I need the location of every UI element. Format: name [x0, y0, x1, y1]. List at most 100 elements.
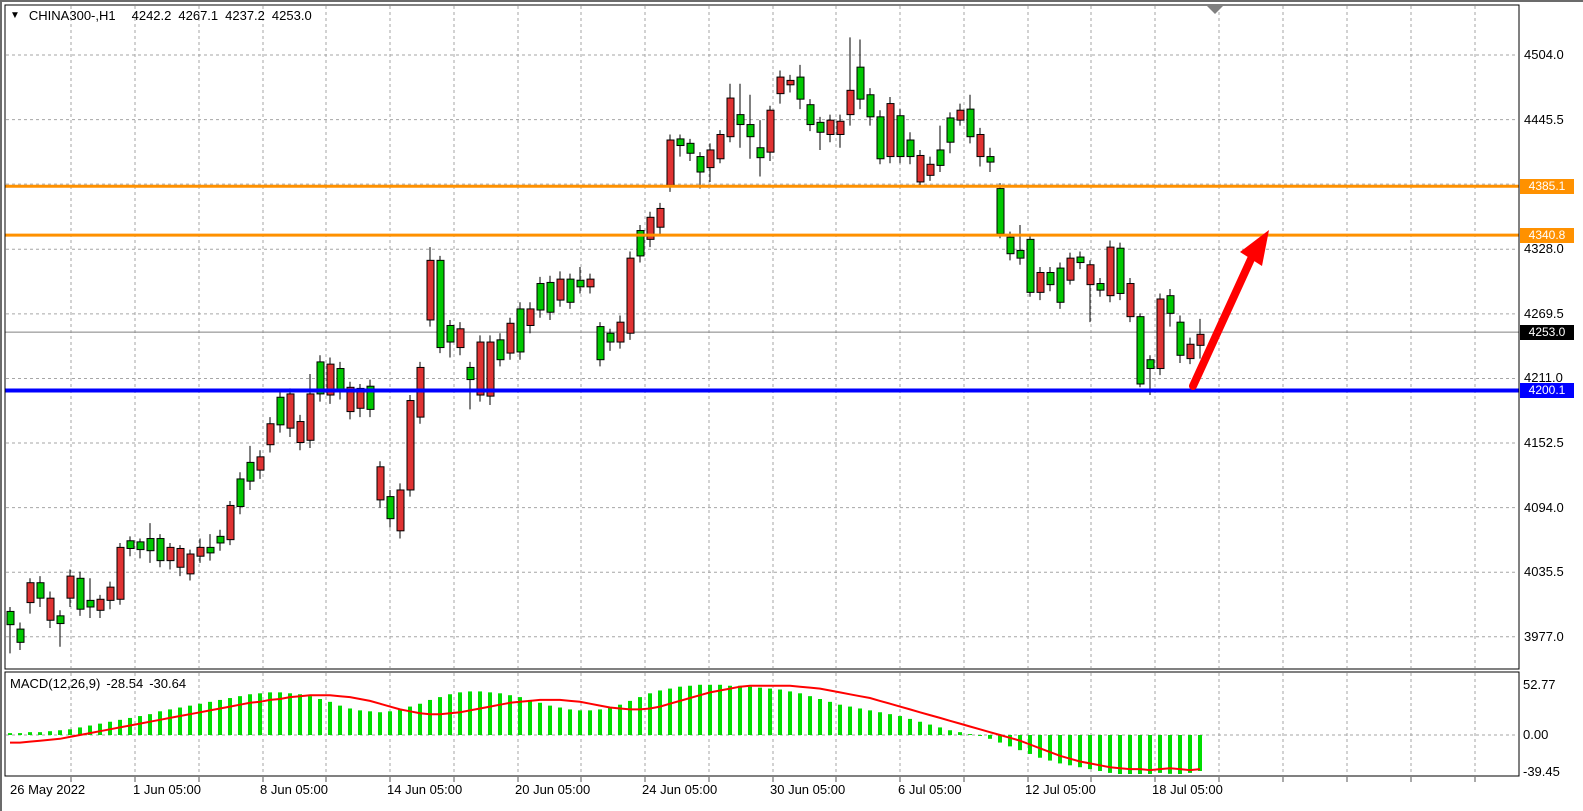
- macd-tick-label: -39.45: [1523, 764, 1560, 780]
- trend-arrow-head[interactable]: [1240, 230, 1269, 266]
- candle-body: [656, 207, 665, 228]
- candle-body: [1196, 333, 1205, 346]
- candle-body: [896, 115, 905, 158]
- candle-body: [1156, 298, 1165, 370]
- candle-body: [696, 156, 705, 173]
- candle-body: [1036, 271, 1045, 293]
- candle-body: [236, 478, 245, 508]
- candle-body: [1016, 249, 1025, 259]
- candle-body: [746, 124, 755, 138]
- candle-body: [946, 117, 955, 143]
- ohlc-high: 4267.1: [178, 8, 219, 23]
- candle-body: [576, 279, 585, 288]
- candle-body: [1086, 264, 1095, 286]
- time-tick-label: 30 Jun 05:00: [770, 782, 846, 797]
- candle-body: [596, 326, 605, 361]
- candle-body: [626, 257, 635, 334]
- price-tick-label: 4211.0: [1524, 370, 1563, 386]
- candle-body: [586, 278, 595, 288]
- candle-body: [196, 546, 205, 557]
- candle-body: [716, 133, 725, 160]
- candle-body: [776, 76, 785, 95]
- candle-body: [976, 133, 985, 158]
- macd-value: -28.54: [106, 676, 144, 691]
- candle-body: [886, 103, 895, 158]
- ohlc-open: 4242.2: [131, 8, 172, 23]
- time-tick-label: 26 May 2022: [10, 782, 86, 797]
- time-tick-label: 18 Jul 05:00: [1152, 782, 1223, 797]
- candle-body: [906, 139, 915, 158]
- main-chart-panel-border: [4, 4, 1520, 670]
- price-tick-label: 3977.0: [1524, 628, 1564, 644]
- resistance-lower-badge: 4340.8: [1520, 227, 1574, 243]
- ohlc-close: 4253.0: [271, 8, 312, 23]
- candle-body: [126, 540, 135, 549]
- candle-body: [726, 97, 735, 138]
- candle-body: [786, 79, 795, 86]
- candle-body: [856, 66, 865, 100]
- candle-body: [1136, 316, 1145, 385]
- symbol-dropdown-icon[interactable]: ▼: [10, 10, 20, 21]
- candle-body: [116, 546, 125, 600]
- candle-body: [566, 278, 575, 303]
- chart-shift-marker[interactable]: [1207, 6, 1223, 14]
- candle-body: [476, 341, 485, 396]
- candle-body: [736, 114, 745, 126]
- ohlc-low: 4237.2: [225, 8, 265, 23]
- trend-arrow-shaft[interactable]: [1189, 255, 1255, 390]
- candle-body: [1056, 267, 1065, 303]
- candle-body: [226, 504, 235, 541]
- candle-body: [846, 89, 855, 116]
- price-tick-label: 4152.5: [1524, 435, 1564, 451]
- candle-body: [1116, 247, 1125, 294]
- candle-body: [606, 332, 615, 343]
- current-price-badge: 4253.0: [1520, 324, 1574, 340]
- macd-signal-value: -30.64: [149, 676, 187, 691]
- price-tick-label: 4035.5: [1524, 564, 1564, 580]
- candle-body: [546, 281, 555, 313]
- candle-body: [496, 339, 505, 361]
- candle-body: [796, 76, 805, 100]
- price-tick-label: 4328.0: [1524, 241, 1564, 257]
- candle-body: [406, 400, 415, 491]
- candle-body: [1146, 359, 1155, 370]
- candle-body: [266, 423, 275, 446]
- candle-body: [666, 139, 675, 186]
- candle-body: [146, 538, 155, 552]
- support-badge: 4200.1: [1520, 383, 1574, 398]
- time-tick-label: 12 Jul 05:00: [1025, 782, 1096, 797]
- candle-body: [186, 553, 195, 575]
- candle-body: [216, 535, 225, 544]
- macd-signal-line: [10, 684, 1201, 772]
- candle-body: [536, 283, 545, 311]
- candle-body: [446, 324, 455, 343]
- candle-body: [206, 546, 215, 554]
- candle-body: [636, 230, 645, 257]
- candle-body: [366, 385, 375, 410]
- candle-body: [106, 586, 115, 601]
- candle-body: [966, 108, 975, 138]
- price-tick-label: 4445.5: [1524, 111, 1564, 127]
- candle-body: [806, 104, 815, 126]
- candle-body: [676, 138, 685, 147]
- macd-tick-label: 0.00: [1523, 727, 1549, 742]
- candle-body: [826, 119, 835, 135]
- candle-body: [76, 577, 85, 610]
- macd-tick-label: 52.77: [1523, 677, 1556, 692]
- resistance-upper-badge: 4385.1: [1520, 178, 1574, 194]
- time-tick-label: 24 Jun 05:00: [642, 782, 718, 797]
- candle-body: [1186, 343, 1195, 360]
- candle-body: [766, 109, 775, 153]
- candle-body: [1066, 257, 1075, 281]
- candle-body: [6, 610, 15, 626]
- candle-body: [426, 259, 435, 321]
- candle-body: [926, 163, 935, 176]
- time-tick-label: 14 Jun 05:00: [387, 782, 463, 797]
- candle-body: [246, 461, 255, 482]
- candle-body: [1026, 238, 1035, 293]
- candle-body: [136, 541, 145, 551]
- candle-body: [436, 259, 445, 349]
- candle-body: [286, 393, 295, 429]
